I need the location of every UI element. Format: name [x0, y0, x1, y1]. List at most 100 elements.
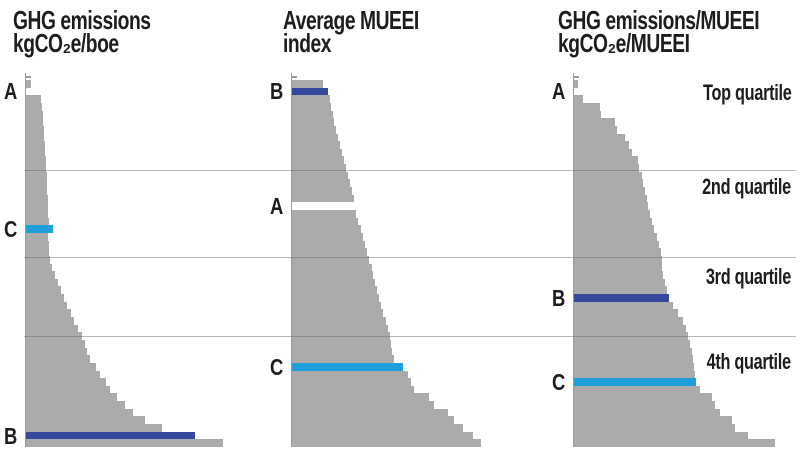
bar	[25, 339, 85, 348]
bar	[291, 370, 408, 379]
bar	[291, 332, 390, 341]
bar	[291, 156, 344, 165]
panel-title-line1: GHG emissions	[13, 5, 151, 35]
bar	[25, 102, 42, 111]
bar	[25, 156, 46, 165]
bar-company-A	[573, 87, 579, 96]
bar	[25, 179, 47, 188]
bar	[573, 355, 693, 364]
bar	[573, 362, 694, 371]
bar	[573, 301, 673, 310]
quartile-label-4th: 4th quartile	[706, 349, 791, 374]
bar	[291, 209, 356, 218]
bar	[291, 294, 379, 303]
bar	[573, 95, 583, 104]
quartile-gridline	[24, 257, 796, 258]
bar	[573, 317, 683, 326]
bar	[573, 278, 665, 287]
bar	[25, 332, 82, 341]
bar	[573, 133, 625, 142]
bar	[291, 301, 381, 310]
bar	[25, 294, 64, 303]
bar	[291, 217, 358, 226]
bar	[25, 385, 110, 394]
bar	[25, 393, 117, 402]
y-axis-line	[573, 73, 574, 447]
bars-canvas-ghg-emissions	[25, 80, 325, 448]
bar	[573, 118, 615, 127]
bar	[25, 202, 48, 211]
bar	[291, 102, 331, 111]
bar	[573, 179, 643, 188]
bar	[573, 125, 617, 134]
bar	[291, 125, 336, 134]
bar	[25, 217, 49, 226]
bar	[25, 370, 100, 379]
bar	[25, 80, 31, 89]
axis-top-tick	[292, 76, 297, 78]
bar	[573, 439, 775, 448]
bar	[291, 148, 342, 157]
bar	[291, 385, 414, 394]
panel-title-average-mueei: Average MUEEI index	[283, 7, 419, 58]
bar	[25, 271, 55, 280]
panel-title-line2: kgCO₂e/boe	[13, 28, 119, 58]
bar	[291, 286, 377, 295]
bar	[291, 133, 338, 142]
bar	[291, 424, 463, 433]
bar	[25, 317, 74, 326]
bar-company-B	[25, 431, 195, 440]
bar	[291, 278, 375, 287]
bar	[291, 95, 330, 104]
quartile-label-top: Top quartile	[702, 80, 792, 105]
bar	[291, 225, 361, 234]
quartile-label-2nd: 2nd quartile	[702, 174, 791, 199]
bar	[25, 324, 78, 333]
quartile-label-3rd: 3rd quartile	[705, 264, 791, 289]
bar	[25, 263, 52, 272]
bar	[25, 141, 45, 150]
bar	[573, 347, 692, 356]
bar-company-B	[291, 87, 328, 96]
bar-company-A	[291, 202, 355, 211]
bar	[25, 248, 49, 257]
bar	[25, 187, 47, 196]
bar	[291, 378, 411, 387]
bar	[573, 324, 686, 333]
bar	[573, 385, 700, 394]
bar	[573, 148, 632, 157]
bar	[573, 393, 712, 402]
bar	[25, 164, 46, 173]
bar	[291, 408, 448, 417]
bar	[25, 424, 162, 433]
bar	[25, 232, 48, 241]
bar-company-C	[573, 378, 696, 387]
y-axis-line	[291, 73, 292, 447]
bar	[573, 171, 642, 180]
panel-title-line2: index	[283, 28, 332, 58]
bar	[25, 95, 41, 104]
bar	[291, 187, 352, 196]
bar	[573, 271, 663, 280]
bar	[25, 194, 48, 203]
bar	[573, 332, 688, 341]
bar	[291, 194, 354, 203]
series-label-B: B	[270, 78, 284, 105]
bar	[573, 263, 662, 272]
bar	[291, 416, 454, 425]
bar	[291, 80, 323, 89]
bar	[25, 347, 87, 356]
bar	[573, 370, 695, 379]
bar	[291, 255, 369, 264]
bar	[573, 217, 652, 226]
axis-top-tick	[574, 76, 579, 78]
bar	[573, 408, 720, 417]
bar	[25, 416, 145, 425]
bar	[573, 248, 661, 257]
bar	[573, 431, 748, 440]
bar	[25, 118, 43, 127]
bar	[291, 309, 383, 318]
bar	[573, 164, 639, 173]
